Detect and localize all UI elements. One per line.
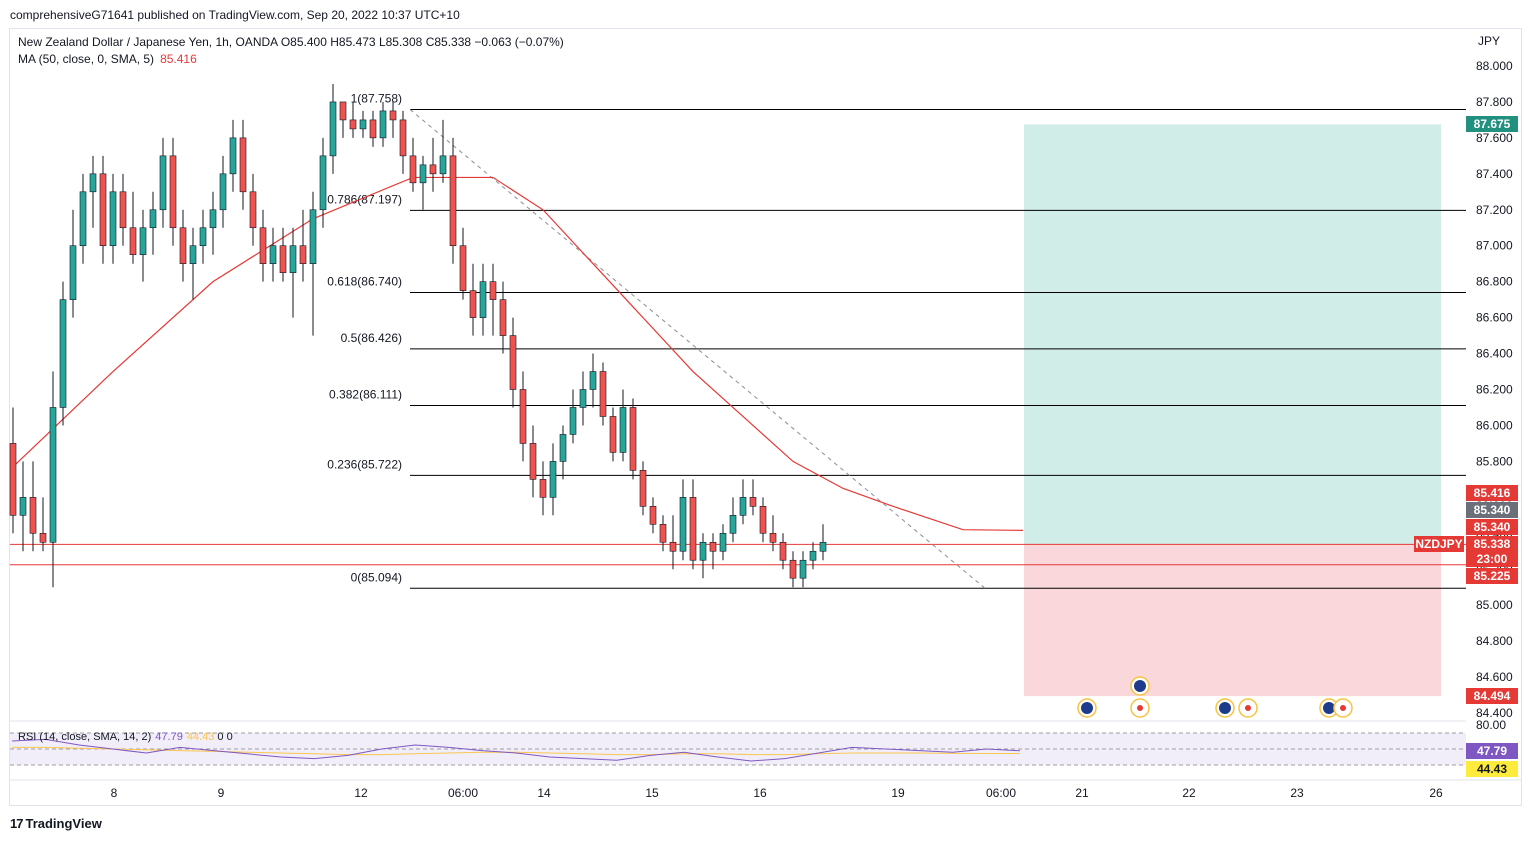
chart-frame xyxy=(9,28,1522,806)
symbol-legend: New Zealand Dollar / Japanese Yen, 1h, O… xyxy=(18,35,564,49)
rsi-ma-value: 44.43 xyxy=(186,731,215,743)
ohlc-change: −0.063 (−0.07%) xyxy=(474,35,564,49)
ohlc-high: H85.473 xyxy=(330,35,376,49)
published-line: comprehensiveG71641 published on Trading… xyxy=(10,8,460,22)
ma-label: MA (50, close, 0, SMA, 5) xyxy=(18,52,155,66)
tradingview-brand[interactable]: 17 TradingView xyxy=(10,816,102,831)
ohlc-low: L85.308 xyxy=(378,35,423,49)
symbol-name: New Zealand Dollar / Japanese Yen, 1h, O… xyxy=(18,35,278,49)
rsi-legend[interactable]: RSI (14, close, SMA, 14, 2) 47.79 44.43 0 … xyxy=(18,731,233,743)
rsi-value: 47.79 xyxy=(155,731,183,743)
ohlc-open: O85.400 xyxy=(280,35,327,49)
rsi-label: RSI (14, close, SMA, 14, 2) xyxy=(18,731,152,743)
ohlc-close: C85.338 xyxy=(425,35,472,49)
ma-value: 85.416 xyxy=(160,52,197,66)
brand-name: TradingView xyxy=(25,816,102,831)
tradingview-logo-icon: 17 xyxy=(10,816,24,831)
ma-legend[interactable]: MA (50, close, 0, SMA, 5) 85.416 xyxy=(18,52,197,66)
rsi-extra: 0 0 xyxy=(217,731,233,743)
